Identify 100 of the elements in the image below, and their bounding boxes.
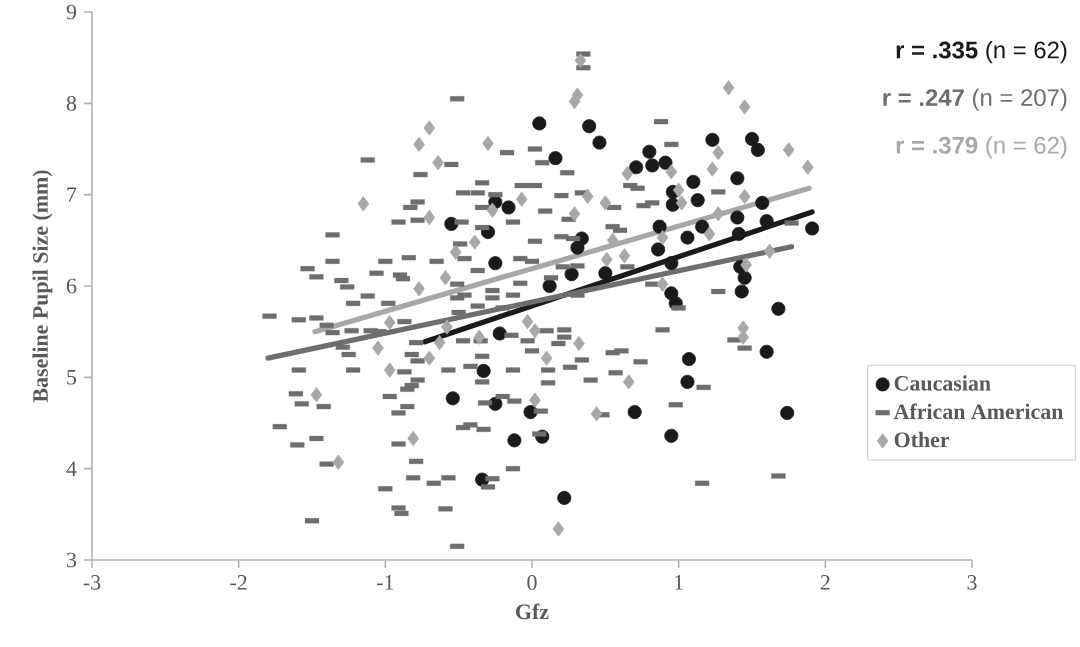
- point: [731, 226, 746, 241]
- point: [730, 210, 745, 225]
- point: [529, 323, 541, 339]
- point: [745, 131, 759, 146]
- point: [357, 196, 370, 212]
- x-tick-label: 2: [820, 575, 830, 590]
- point: [492, 326, 507, 341]
- point: [706, 161, 719, 177]
- point: [664, 428, 679, 443]
- y-axis-title: Baseline Pupil Size (mm): [32, 170, 53, 403]
- x-axis-title: Gfz: [516, 603, 549, 620]
- annotation: r = .247 (n = 207): [883, 88, 1067, 111]
- point: [690, 193, 705, 208]
- point: [712, 145, 725, 161]
- point: [750, 142, 765, 157]
- point: [552, 521, 565, 537]
- point: [722, 80, 735, 96]
- y-tick-label: 9: [66, 4, 77, 20]
- point: [763, 243, 776, 259]
- point: [664, 256, 679, 271]
- point: [755, 195, 770, 210]
- point: [482, 135, 494, 152]
- annotation: r = .335 (n = 62): [896, 40, 1067, 64]
- point: [771, 301, 786, 316]
- point: [573, 335, 585, 352]
- point: [621, 166, 634, 182]
- point: [642, 144, 657, 159]
- point: [433, 335, 446, 351]
- y-tick-label: 6: [66, 278, 77, 294]
- point: [738, 188, 751, 205]
- point: [542, 279, 557, 293]
- point: [548, 151, 563, 166]
- point: [656, 229, 669, 246]
- x-tick-label: 1: [675, 575, 683, 590]
- point: [570, 240, 585, 255]
- point: [532, 116, 547, 131]
- point: [449, 244, 462, 260]
- point: [695, 219, 710, 234]
- point: [780, 405, 795, 420]
- point: [515, 191, 528, 207]
- point: [469, 234, 481, 250]
- point: [383, 314, 396, 331]
- point: [423, 350, 436, 366]
- y-tick-label: 8: [66, 95, 77, 111]
- point: [681, 352, 696, 367]
- x-tick-label: -2: [230, 575, 247, 590]
- point: [439, 270, 452, 286]
- point: [592, 135, 607, 150]
- point: [738, 99, 751, 115]
- point: [652, 219, 667, 234]
- y-tick-label: 4: [66, 461, 77, 476]
- x-tick-label: -1: [377, 575, 394, 590]
- point: [507, 433, 522, 448]
- point: [372, 340, 384, 356]
- point: [680, 230, 695, 245]
- point: [310, 387, 323, 403]
- point: [805, 221, 820, 236]
- y-tick-label: 3: [67, 552, 77, 568]
- point: [675, 195, 688, 211]
- point: [645, 158, 660, 173]
- point: [445, 391, 460, 406]
- point: [598, 266, 613, 281]
- point: [582, 119, 597, 134]
- point: [413, 136, 425, 153]
- y-tick-label: 5: [67, 370, 77, 385]
- point: [432, 155, 444, 171]
- legend-label: Caucasian: [894, 375, 991, 391]
- point: [737, 270, 752, 285]
- point: [651, 242, 666, 257]
- annotation: r = .379 (n = 62): [896, 136, 1067, 159]
- point: [712, 206, 725, 222]
- point: [599, 195, 612, 211]
- point: [656, 276, 669, 292]
- point: [441, 319, 453, 335]
- point: [801, 159, 814, 175]
- point: [782, 142, 795, 158]
- point: [413, 281, 425, 297]
- point: [540, 350, 553, 366]
- point: [703, 226, 716, 242]
- point: [665, 164, 678, 180]
- point: [486, 202, 499, 218]
- point: [488, 256, 503, 271]
- x-tick-label: 0: [527, 575, 537, 590]
- point: [383, 362, 396, 378]
- point: [407, 430, 419, 447]
- point: [672, 182, 685, 198]
- point: [705, 132, 720, 147]
- point: [629, 160, 644, 175]
- x-tick-label: 3: [967, 575, 977, 590]
- legend-label: African American: [893, 403, 1064, 420]
- point: [501, 200, 516, 215]
- point: [658, 155, 673, 170]
- point: [730, 171, 745, 186]
- point: [740, 257, 752, 273]
- point: [759, 214, 774, 229]
- point: [423, 209, 436, 226]
- point: [623, 374, 635, 390]
- point: [423, 120, 436, 136]
- point: [521, 314, 534, 330]
- point: [601, 251, 613, 268]
